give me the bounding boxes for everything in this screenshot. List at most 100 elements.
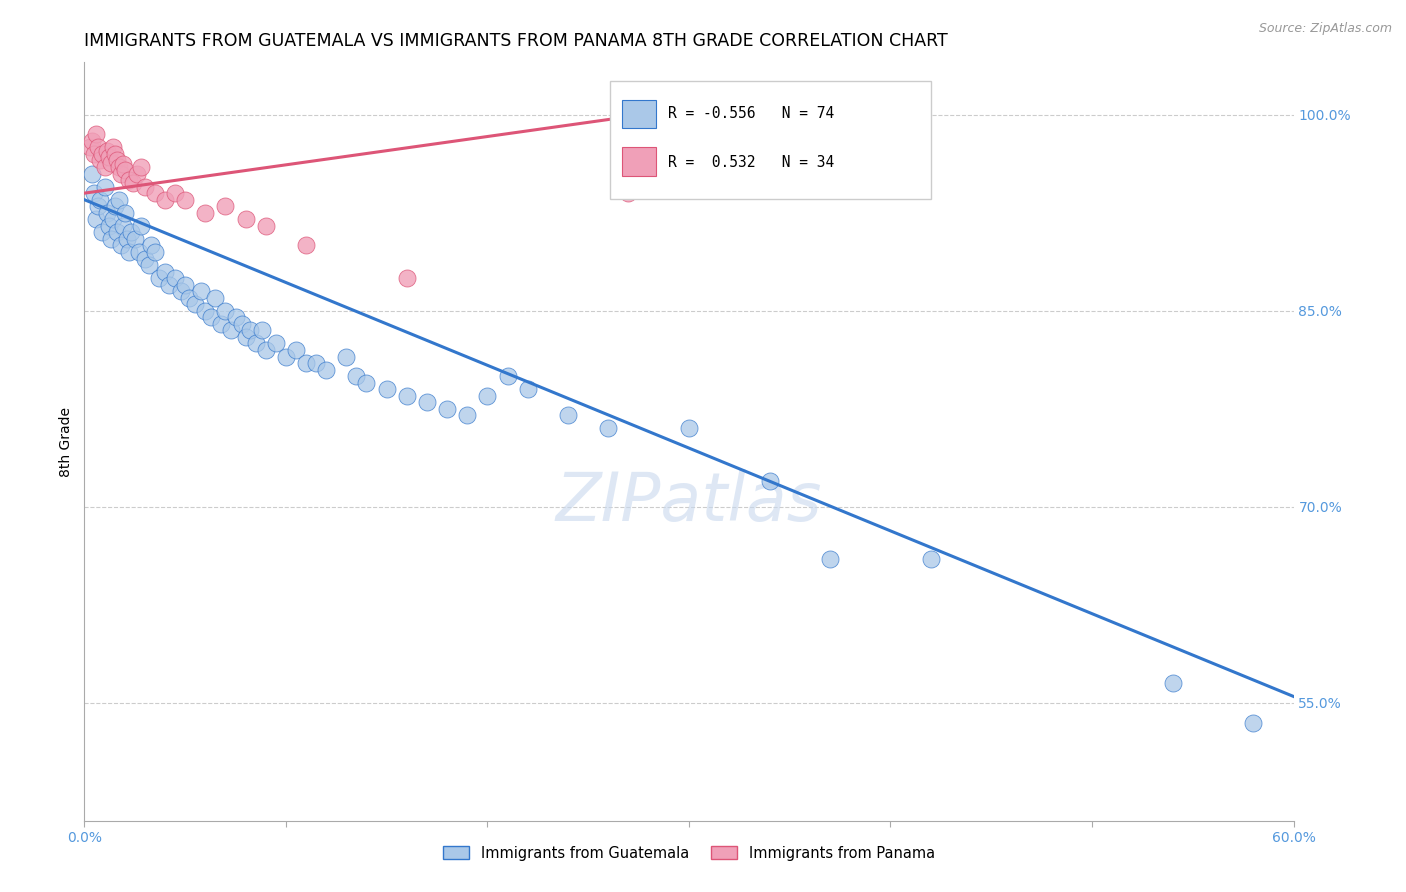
Point [91, 147, 114, 161]
Point [254, 219, 277, 233]
Point [335, 350, 357, 364]
Point [496, 369, 519, 384]
Point [758, 474, 780, 488]
Point [91, 226, 114, 240]
Point [121, 176, 143, 190]
Point [204, 291, 226, 305]
Point [148, 271, 170, 285]
Point [87, 140, 110, 154]
Point [107, 160, 129, 174]
Point [194, 303, 217, 318]
Text: ZIPatlas: ZIPatlas [555, 469, 823, 535]
Point [87, 199, 110, 213]
Point [82, 134, 104, 148]
Point [138, 258, 160, 272]
Text: R = -0.556   N = 74: R = -0.556 N = 74 [668, 106, 835, 120]
Point [179, 291, 201, 305]
Point [395, 271, 418, 285]
Point [477, 389, 499, 403]
Point [254, 343, 277, 357]
Point [375, 382, 398, 396]
Point [83, 186, 105, 201]
Point [250, 323, 273, 337]
Point [110, 238, 132, 252]
Point [356, 376, 378, 390]
Point [120, 226, 142, 240]
Bar [623, 100, 657, 128]
Point [274, 350, 297, 364]
Point [134, 179, 156, 194]
Point [174, 193, 197, 207]
Point [170, 284, 193, 298]
Point [111, 157, 134, 171]
Point [111, 219, 134, 233]
Point [129, 219, 152, 233]
Point [245, 336, 267, 351]
Point [97, 219, 120, 233]
Point [104, 147, 127, 161]
Point [617, 186, 640, 201]
Point [114, 206, 136, 220]
Point [214, 199, 236, 213]
Point [115, 232, 138, 246]
Point [1241, 715, 1264, 730]
Point [86, 212, 108, 227]
Point [125, 167, 148, 181]
Point [89, 153, 111, 168]
Text: IMMIGRANTS FROM GUATEMALA VS IMMIGRANTS FROM PANAMA 8TH GRADE CORRELATION CHART: IMMIGRANTS FROM GUATEMALA VS IMMIGRANTS … [84, 32, 948, 50]
Point [83, 147, 105, 161]
Point [128, 244, 150, 259]
Point [920, 552, 942, 566]
Point [118, 173, 141, 187]
Point [1161, 676, 1184, 690]
Point [678, 421, 700, 435]
Text: Source: ZipAtlas.com: Source: ZipAtlas.com [1258, 22, 1392, 36]
Point [225, 310, 247, 325]
Point [235, 330, 257, 344]
Point [456, 409, 478, 423]
Point [200, 310, 222, 325]
Point [239, 323, 262, 337]
Point [295, 356, 318, 370]
Point [285, 343, 308, 357]
Point [184, 297, 207, 311]
Point [436, 401, 458, 416]
Point [107, 193, 129, 207]
Point [305, 356, 328, 370]
Text: R =  0.532   N = 34: R = 0.532 N = 34 [668, 155, 835, 170]
Point [79, 140, 101, 154]
Point [818, 552, 841, 566]
Point [100, 156, 122, 170]
Point [114, 162, 136, 177]
Point [557, 409, 579, 423]
Y-axis label: 8th Grade: 8th Grade [59, 407, 73, 476]
Point [97, 150, 120, 164]
Point [165, 271, 187, 285]
Point [86, 128, 108, 142]
Point [598, 421, 620, 435]
Point [153, 193, 176, 207]
Point [214, 303, 236, 318]
Point [101, 140, 124, 154]
Point [295, 238, 318, 252]
Point [129, 160, 152, 174]
Point [101, 212, 124, 227]
Point [221, 323, 243, 337]
Bar [623, 147, 657, 177]
Point [165, 186, 187, 201]
Point [231, 317, 253, 331]
Point [139, 238, 162, 252]
Point [105, 153, 128, 168]
Point [194, 206, 217, 220]
Point [516, 382, 538, 396]
Point [264, 336, 287, 351]
Point [110, 167, 132, 181]
Point [82, 167, 104, 181]
Point [190, 284, 212, 298]
FancyBboxPatch shape [610, 81, 931, 199]
Point [118, 244, 141, 259]
Point [143, 186, 166, 201]
Point [105, 226, 128, 240]
Point [104, 199, 127, 213]
Point [395, 389, 418, 403]
